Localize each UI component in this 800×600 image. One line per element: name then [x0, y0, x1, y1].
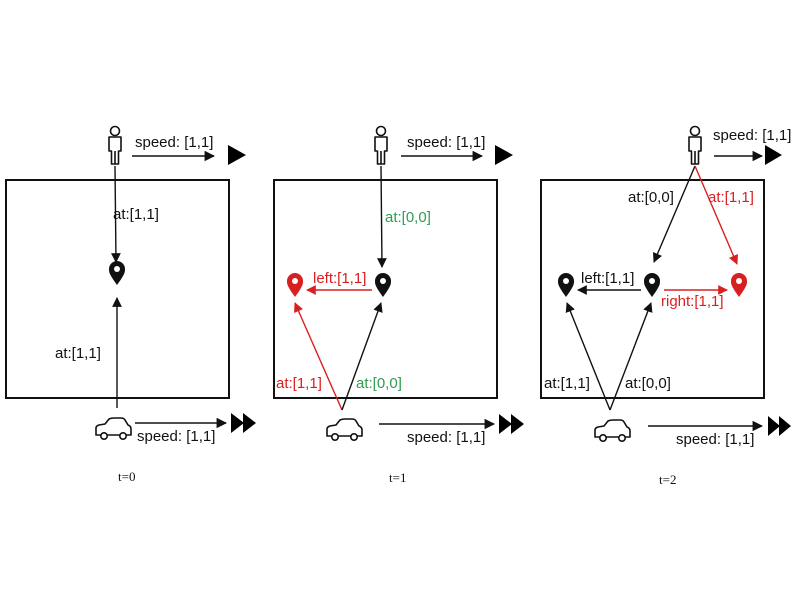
- edge-person-to-pin: [694, 165, 739, 265]
- edge-car-to-pin: [294, 302, 343, 411]
- time-label: t=2: [659, 472, 676, 487]
- edge-label: at:[1,1]: [544, 375, 590, 392]
- edge-label: right:[1,1]: [661, 293, 724, 310]
- car-icon: [594, 419, 631, 443]
- edge-person-to-pin: [111, 165, 121, 263]
- edge-person-to-pin: [377, 165, 387, 268]
- location-pin-icon: [287, 273, 303, 297]
- scene-box: [273, 179, 498, 399]
- panel-t1: speed: [1,1] at:[0,0] left:[1,1] at:[1,1…: [273, 125, 524, 485]
- edge-label: at:[1,1]: [113, 206, 159, 223]
- edge-label: at:[1,1]: [276, 375, 322, 392]
- edge-label: left:[1,1]: [581, 270, 634, 287]
- edge-car-to-pin: [609, 302, 653, 411]
- location-pin-icon: [558, 273, 574, 297]
- edge-car-to-pin: [341, 302, 383, 411]
- edge-label: at:[0,0]: [356, 375, 402, 392]
- fast-forward-icon: [765, 145, 782, 165]
- location-pin-icon: [644, 273, 660, 297]
- edge-label: at:[0,0]: [625, 375, 671, 392]
- edge-person-to-pin: [652, 165, 696, 263]
- panel-t2: speed: [1,1] at:[0,0] at:[1,1] left:[1,1…: [540, 125, 791, 487]
- fast-forward-icon: [499, 414, 524, 434]
- edge-label: left:[1,1]: [313, 270, 366, 287]
- car-icon: [95, 417, 132, 441]
- edge-car-to-pin: [565, 302, 611, 411]
- person-icon: [108, 125, 122, 165]
- edge-label: at:[0,0]: [628, 189, 674, 206]
- fast-forward-icon: [228, 145, 246, 165]
- panel-t0: speed: [1,1] at:[1,1] at:[1,1] speed: [1…: [5, 125, 256, 484]
- person-icon: [688, 125, 702, 165]
- person-speed-label: speed: [1,1]: [135, 134, 213, 151]
- car-speed-label: speed: [1,1]: [676, 431, 754, 448]
- car-speed-label: speed: [1,1]: [407, 429, 485, 446]
- car-icon: [326, 418, 363, 442]
- scene-box: [540, 179, 765, 399]
- fast-forward-icon: [231, 413, 256, 433]
- fast-forward-icon: [495, 145, 513, 165]
- fast-forward-icon: [768, 416, 791, 436]
- car-speed-label: speed: [1,1]: [137, 428, 215, 445]
- time-label: t=0: [118, 469, 135, 484]
- edge-label: at:[0,0]: [385, 209, 431, 226]
- person-speed-label: speed: [1,1]: [407, 134, 485, 151]
- person-icon: [374, 125, 388, 165]
- time-label: t=1: [389, 470, 406, 485]
- location-pin-icon: [109, 261, 125, 285]
- person-speed-label: speed: [1,1]: [713, 127, 791, 144]
- location-pin-icon: [375, 273, 391, 297]
- location-pin-icon: [731, 273, 747, 297]
- edge-label: at:[1,1]: [708, 189, 754, 206]
- edge-label: at:[1,1]: [55, 345, 101, 362]
